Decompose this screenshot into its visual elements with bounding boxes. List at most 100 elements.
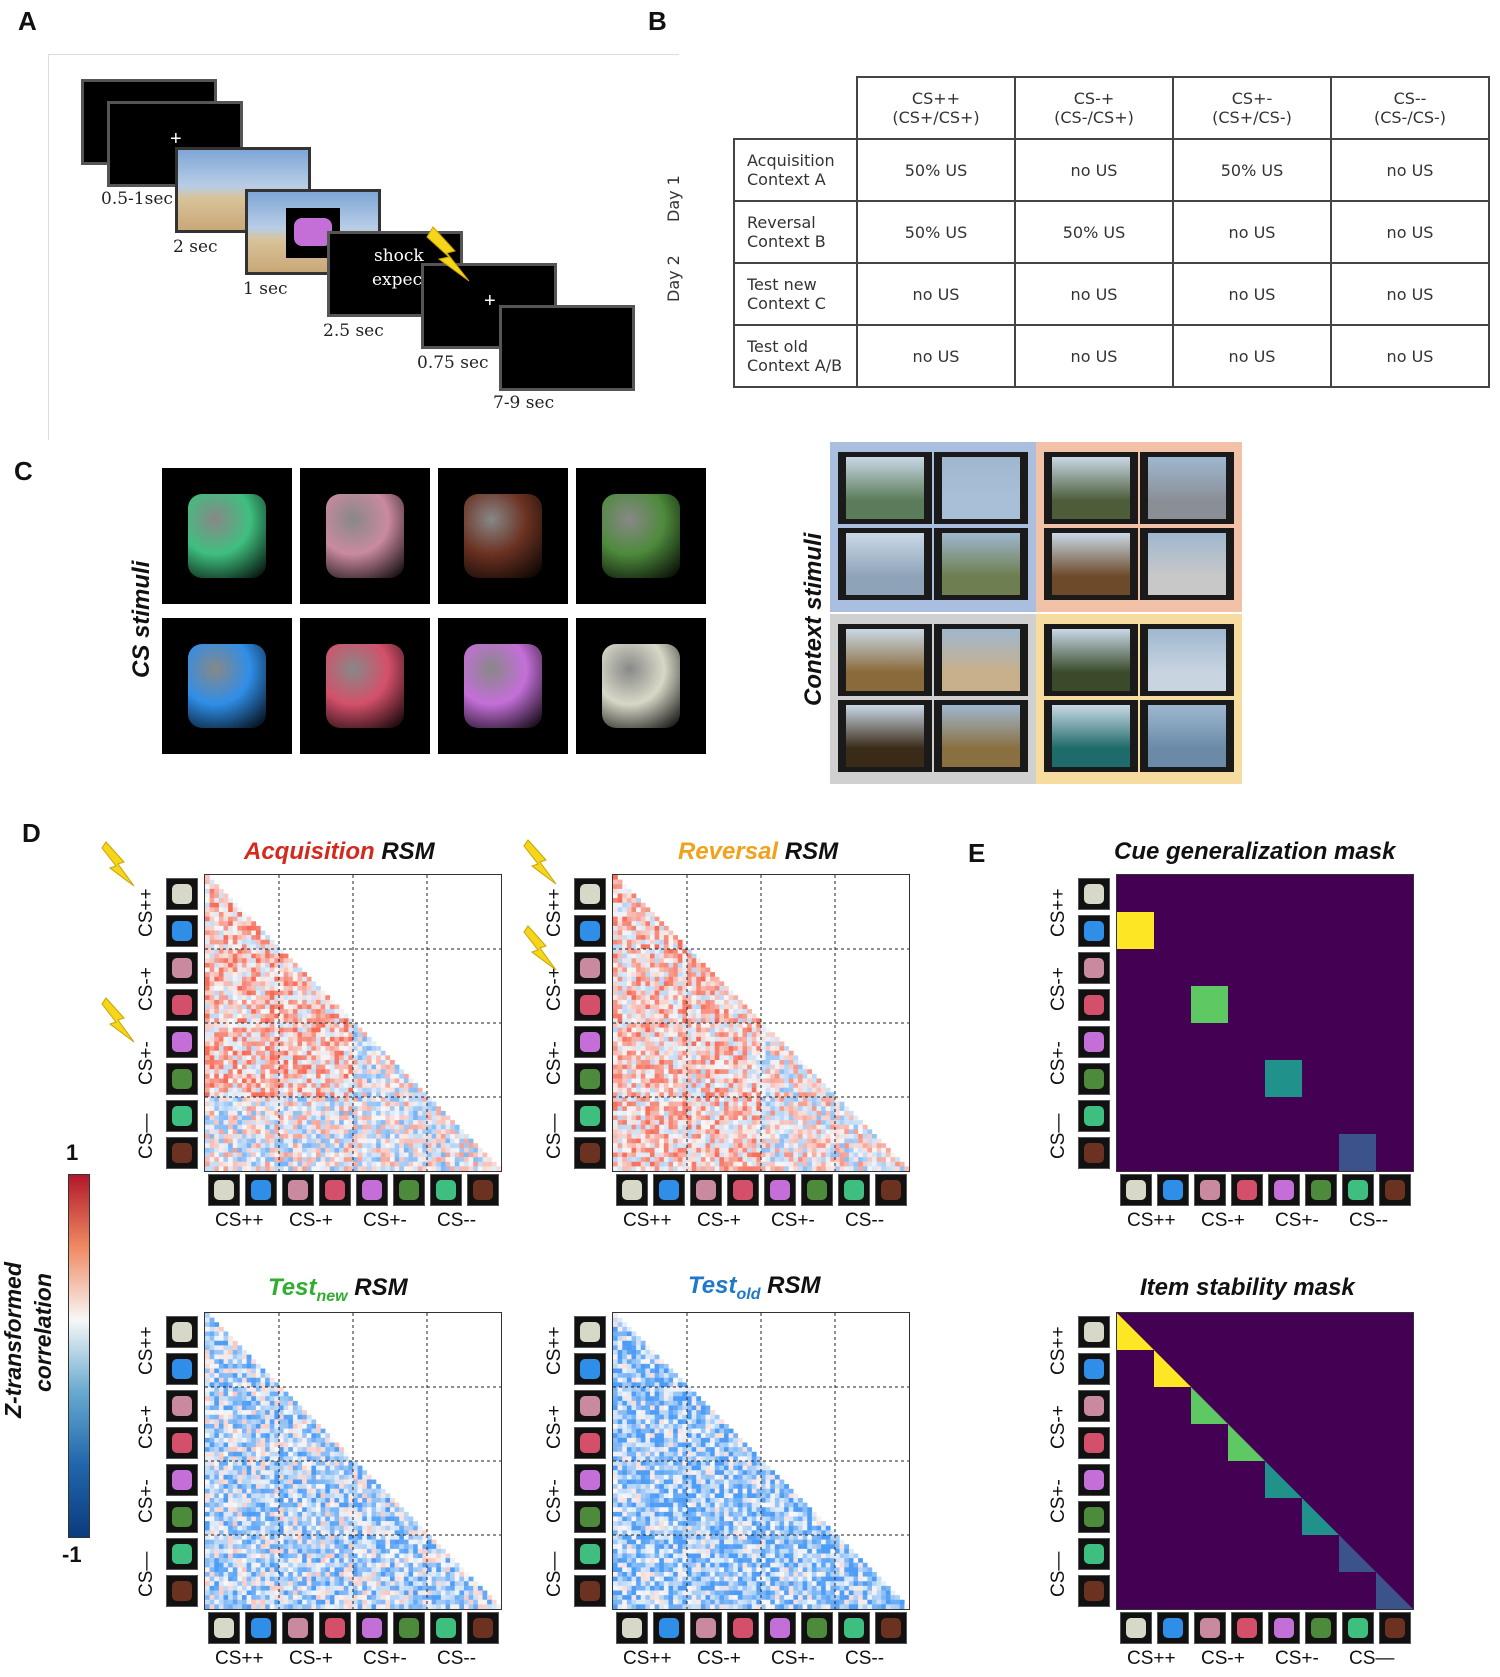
- rsm-cell: [209, 888, 215, 894]
- rsm-cell: [811, 1152, 817, 1158]
- rsm-cell: [677, 1101, 683, 1107]
- rsm-cell: [710, 1050, 715, 1056]
- rsm-cell: [724, 1004, 729, 1010]
- rsm-cell: [255, 1073, 261, 1079]
- rsm-cell: [232, 1456, 238, 1462]
- table-cell: 50% US: [1172, 138, 1332, 202]
- context-quadrant: [830, 614, 1036, 784]
- rsm-cell: [705, 1027, 711, 1033]
- rsm-cell: [413, 1129, 418, 1135]
- rsm-cell: [440, 1134, 446, 1139]
- rsm-cell: [811, 1161, 817, 1167]
- rsm-cell: [385, 1166, 391, 1171]
- rsm-cell: [714, 976, 720, 982]
- coffee-maker-icon: [326, 644, 404, 728]
- rsm-cell: [218, 1424, 224, 1429]
- rsm-cell: [274, 1437, 280, 1443]
- rsm-cell: [394, 1078, 400, 1084]
- rsm-cell: [269, 1023, 275, 1028]
- rsm-cell: [348, 1134, 354, 1139]
- rsm-cell: [242, 912, 247, 917]
- rsm-cell: [765, 1041, 771, 1047]
- rsm-cell: [710, 1073, 715, 1079]
- rsm-cell: [784, 1069, 789, 1075]
- rsm-cell: [246, 962, 252, 968]
- rsm-cell: [682, 1087, 688, 1093]
- rsm-cell: [320, 1064, 326, 1070]
- rsm-cell: [737, 999, 743, 1005]
- rsm-cell: [728, 1073, 734, 1079]
- rsm-cell: [650, 953, 655, 959]
- rsm-cell: [205, 1322, 210, 1328]
- rsm-cell: [742, 1004, 748, 1010]
- rsm-cell: [306, 1433, 312, 1439]
- rsm-cell: [696, 995, 702, 1001]
- rsm-cell: [728, 1101, 734, 1107]
- rsm-cell: [265, 1023, 270, 1028]
- rsm-cell: [811, 1157, 817, 1162]
- rsm-cell: [255, 935, 261, 940]
- rsm-cell: [237, 1424, 243, 1429]
- item-mask-title: Item stability mask: [1140, 1274, 1355, 1301]
- rsm-cell: [756, 1078, 762, 1084]
- title-colored: Testold: [688, 1272, 760, 1303]
- rsm-cell: [283, 1018, 289, 1024]
- rsm-cell: [719, 1129, 725, 1135]
- rsm-cell: [714, 1147, 720, 1153]
- rsm-cell: [631, 1138, 637, 1144]
- rsm-cell: [617, 1097, 623, 1102]
- rsm-cell: [696, 1124, 702, 1130]
- rsm-cell: [654, 1138, 660, 1144]
- rsm-cell: [223, 1120, 229, 1125]
- table-cell: no US: [1172, 324, 1332, 388]
- rsm-cell: [334, 1115, 340, 1121]
- rsm-cell: [339, 1097, 344, 1102]
- rsm-cell: [232, 1073, 238, 1079]
- fan-thumbnail: [245, 1174, 277, 1206]
- rsm-cell: [343, 1036, 349, 1042]
- rsm-cell: [728, 999, 734, 1005]
- rsm-cell: [255, 1433, 261, 1439]
- rsm-cell: [788, 1124, 794, 1130]
- rsm-cell: [737, 1009, 743, 1014]
- rsm-cell: [650, 1138, 655, 1144]
- rsm-cell: [636, 939, 641, 945]
- rsm-cell: [705, 1036, 711, 1042]
- rsm-cell: [747, 1166, 752, 1171]
- rsm-cell: [673, 1138, 678, 1144]
- rsm-cell: [613, 1013, 618, 1019]
- rsm-cell: [302, 1451, 307, 1457]
- rsm-cell: [668, 1060, 674, 1065]
- rsm-cell: [209, 1129, 215, 1135]
- rsm-cell: [292, 1129, 298, 1135]
- rsm-cell: [362, 1166, 368, 1171]
- rsm-cell: [209, 935, 215, 940]
- rsm-cell: [297, 1046, 303, 1051]
- rsm-cell: [297, 1115, 303, 1121]
- rsm-cell: [622, 1046, 628, 1051]
- rsm-cell: [339, 1032, 344, 1038]
- rsm-cell: [436, 1166, 442, 1171]
- fan-thumbnail: [1157, 1174, 1189, 1206]
- rsm-cell: [209, 1147, 215, 1153]
- rsm-cell: [260, 1428, 266, 1434]
- rsm-cell: [251, 935, 257, 940]
- rsm-cell: [390, 1092, 395, 1098]
- rsm-cell: [468, 1157, 474, 1162]
- rsm-cell: [228, 1456, 233, 1462]
- rsm-cell: [325, 1004, 331, 1010]
- rsm-cell: [770, 1032, 776, 1038]
- rsm-cell: [798, 1138, 803, 1144]
- rsm-cell: [297, 1060, 303, 1065]
- rsm-cell: [673, 939, 678, 945]
- rsm-cell: [765, 1147, 771, 1153]
- rsm-cell: [232, 1106, 238, 1112]
- rsm-cell: [747, 1018, 752, 1024]
- rsm-cell: [242, 1368, 247, 1374]
- rsm-cell: [696, 1083, 702, 1088]
- rsm-cell: [348, 1023, 354, 1028]
- rsm-cell: [742, 1009, 748, 1014]
- rsm-cell: [765, 1138, 771, 1144]
- rsm-cell: [399, 1078, 405, 1084]
- rsm-cell: [228, 1143, 233, 1149]
